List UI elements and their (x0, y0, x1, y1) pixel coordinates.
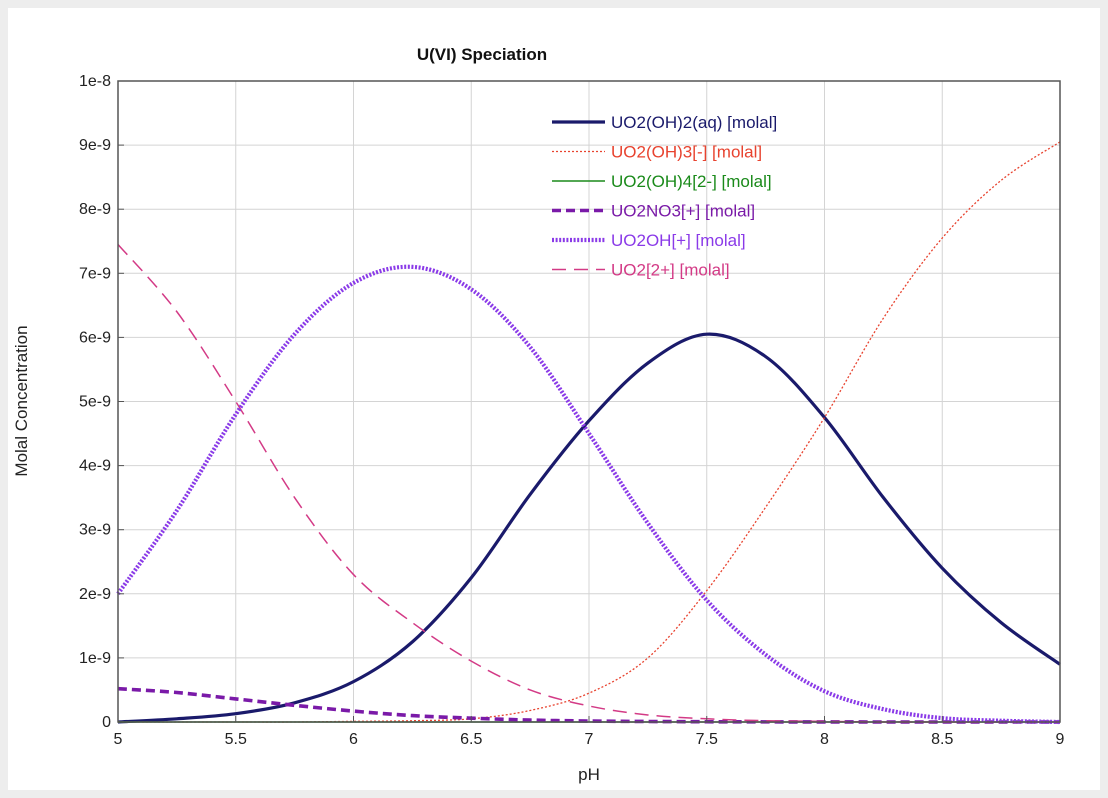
series-line-1 (117, 332, 1061, 724)
x-tick-label: 7 (585, 731, 594, 748)
grid-layer (118, 81, 1060, 722)
x-tick-label: 6.5 (460, 731, 482, 748)
legend-entry-label: UO2(OH)2(aq) [molal] (611, 113, 777, 132)
series-line-5 (116, 264, 1061, 725)
y-tick-label: 3e-9 (79, 522, 111, 539)
legend-entry-label: UO2[2+] [molal] (611, 261, 730, 280)
y-tick-label: 7e-9 (79, 265, 111, 282)
x-tick-label: 5 (114, 731, 123, 748)
x-tick-label: 8.5 (931, 731, 953, 748)
legend-entry-label: UO2(OH)3[-] [molal] (611, 143, 762, 162)
y-tick-label: 1e-9 (79, 650, 111, 667)
y-tick-label: 9e-9 (79, 137, 111, 154)
y-tick-label: 8e-9 (79, 201, 111, 218)
y-tick-label: 4e-9 (79, 458, 111, 475)
y-tick-label: 6e-9 (79, 329, 111, 346)
x-tick-label: 5.5 (225, 731, 247, 748)
tick-layer: 5 5.5 6 6.5 7 7.5 8 8.5 9 0 1e-9 2e-9 3e-9 4e-9 5e-9 6e… (79, 73, 1065, 748)
y-tick-label: 2e-9 (79, 586, 111, 603)
legend-entry-label: UO2OH[+] [molal] (611, 231, 746, 250)
x-tick-label: 7.5 (696, 731, 718, 748)
y-tick-label: 1e-8 (79, 73, 111, 90)
chart-title: U(VI) Speciation (417, 45, 547, 64)
chart-frame: U(VI) Speciation 5 5.5 6 6.5 7 7.5 8 8.5 9 0 1e-9 2… (8, 8, 1100, 790)
x-tick-label: 9 (1056, 731, 1065, 748)
chart-svg: U(VI) Speciation 5 5.5 6 6.5 7 7.5 8 8.5 9 0 1e-9 2… (12, 45, 1065, 784)
x-axis-label: pH (578, 765, 600, 784)
legend-entry-label: UO2NO3[+] [molal] (611, 202, 755, 221)
legend: UO2(OH)2(aq) [molal] UO2(OH)3[-] [molal] U… (552, 113, 777, 280)
y-axis-label: Molal Concentration (12, 325, 31, 476)
x-tick-label: 8 (820, 731, 829, 748)
x-tick-label: 6 (349, 731, 358, 748)
series-line-4 (117, 686, 1060, 724)
y-tick-label: 0 (102, 714, 111, 731)
y-tick-label: 5e-9 (79, 394, 111, 411)
legend-entry-label: UO2(OH)4[2-] [molal] (611, 172, 772, 191)
